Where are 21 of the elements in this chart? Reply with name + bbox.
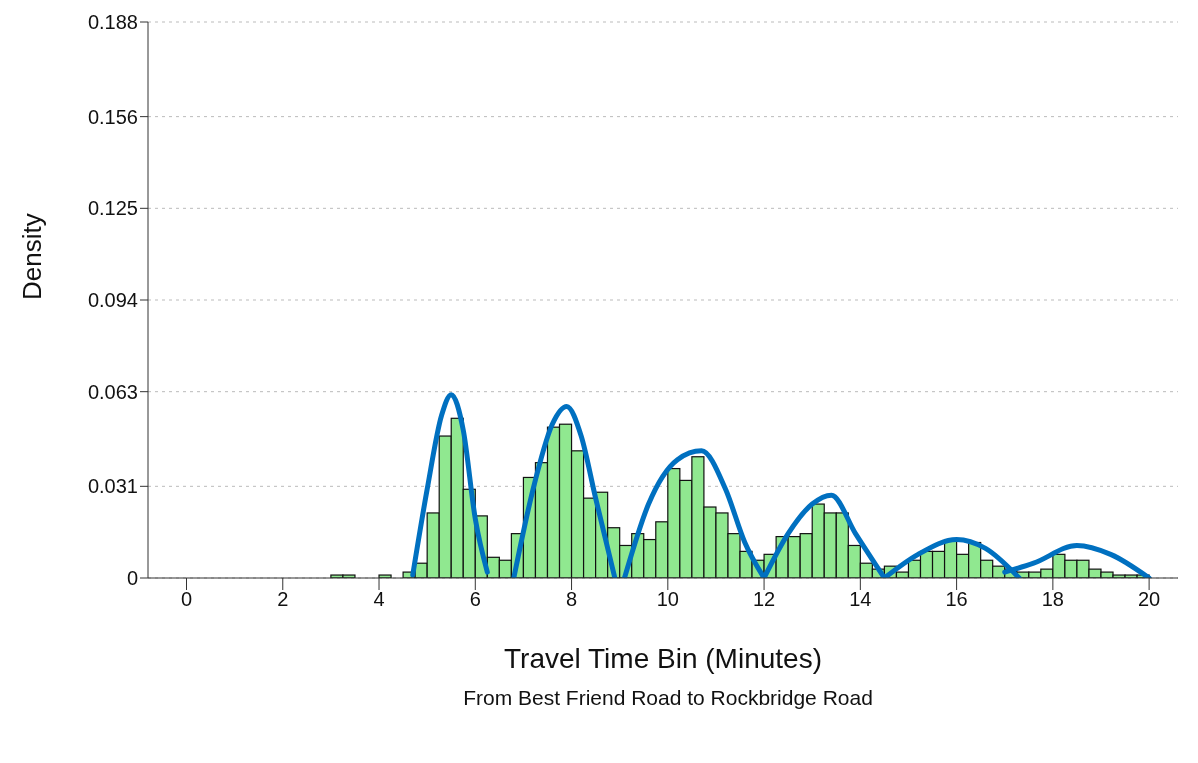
x-tick-label: 2: [277, 588, 289, 611]
x-tick-label: 16: [945, 588, 968, 611]
y-tick-label: 0.125: [87, 197, 138, 220]
x-tick-label: 8: [565, 588, 578, 611]
x-tick-label: 20: [1138, 588, 1161, 611]
x-tick-label: 6: [469, 588, 481, 611]
x-tick-label: 0: [180, 588, 193, 611]
x-tick-label: 14: [849, 588, 872, 611]
y-tick-label: 0: [126, 567, 138, 590]
y-tick-label: 0.094: [87, 289, 138, 312]
x-tick-label: 12: [752, 588, 776, 611]
x-axis-title: Travel Time Bin (Minutes): [504, 643, 822, 674]
text: From Best Friend Road to Rockbridge Road: [462, 686, 874, 710]
y-tick-label: 0.156: [87, 105, 138, 128]
y-tick-label: 0.031: [87, 475, 138, 498]
y-axis-title: Density: [17, 213, 48, 300]
x-tick-label: 4: [373, 588, 385, 611]
x-tick-label: 18: [1041, 588, 1064, 611]
x-tick-label: 10: [656, 588, 679, 611]
y-tick-label: 0.063: [87, 380, 138, 403]
y-tick-label: 0.188: [87, 11, 138, 34]
